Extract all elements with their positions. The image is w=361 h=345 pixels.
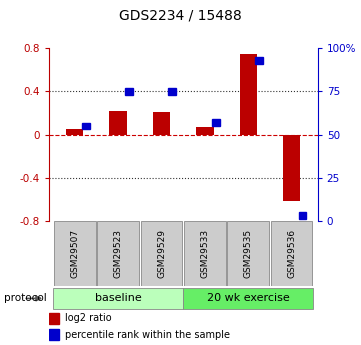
FancyBboxPatch shape [227,221,269,286]
Bar [66,129,83,135]
Text: 20 wk exercise: 20 wk exercise [207,294,290,303]
Text: GSM29535: GSM29535 [244,229,253,278]
Bar [49,329,60,340]
FancyBboxPatch shape [97,221,139,286]
Text: GSM29533: GSM29533 [200,229,209,278]
Text: GSM29529: GSM29529 [157,229,166,278]
Bar [109,111,127,135]
Bar [255,57,263,63]
Bar [283,135,300,201]
Text: GDS2234 / 15488: GDS2234 / 15488 [119,9,242,23]
Text: baseline: baseline [95,294,142,303]
Text: protocol: protocol [4,294,46,303]
FancyBboxPatch shape [53,287,183,309]
Text: GSM29507: GSM29507 [70,229,79,278]
Bar [169,88,176,95]
Text: GSM29536: GSM29536 [287,229,296,278]
Bar [49,313,60,324]
FancyBboxPatch shape [184,221,226,286]
Bar [240,54,257,135]
FancyBboxPatch shape [183,287,313,309]
Bar [212,119,219,126]
FancyBboxPatch shape [141,221,182,286]
Bar [153,112,170,135]
Text: GSM29523: GSM29523 [114,229,123,278]
FancyBboxPatch shape [271,221,313,286]
Bar [196,127,214,135]
FancyBboxPatch shape [54,221,96,286]
Bar [125,88,133,95]
Text: percentile rank within the sample: percentile rank within the sample [65,330,230,339]
Text: log2 ratio: log2 ratio [65,314,112,323]
Bar [82,123,90,129]
Bar [299,213,306,219]
